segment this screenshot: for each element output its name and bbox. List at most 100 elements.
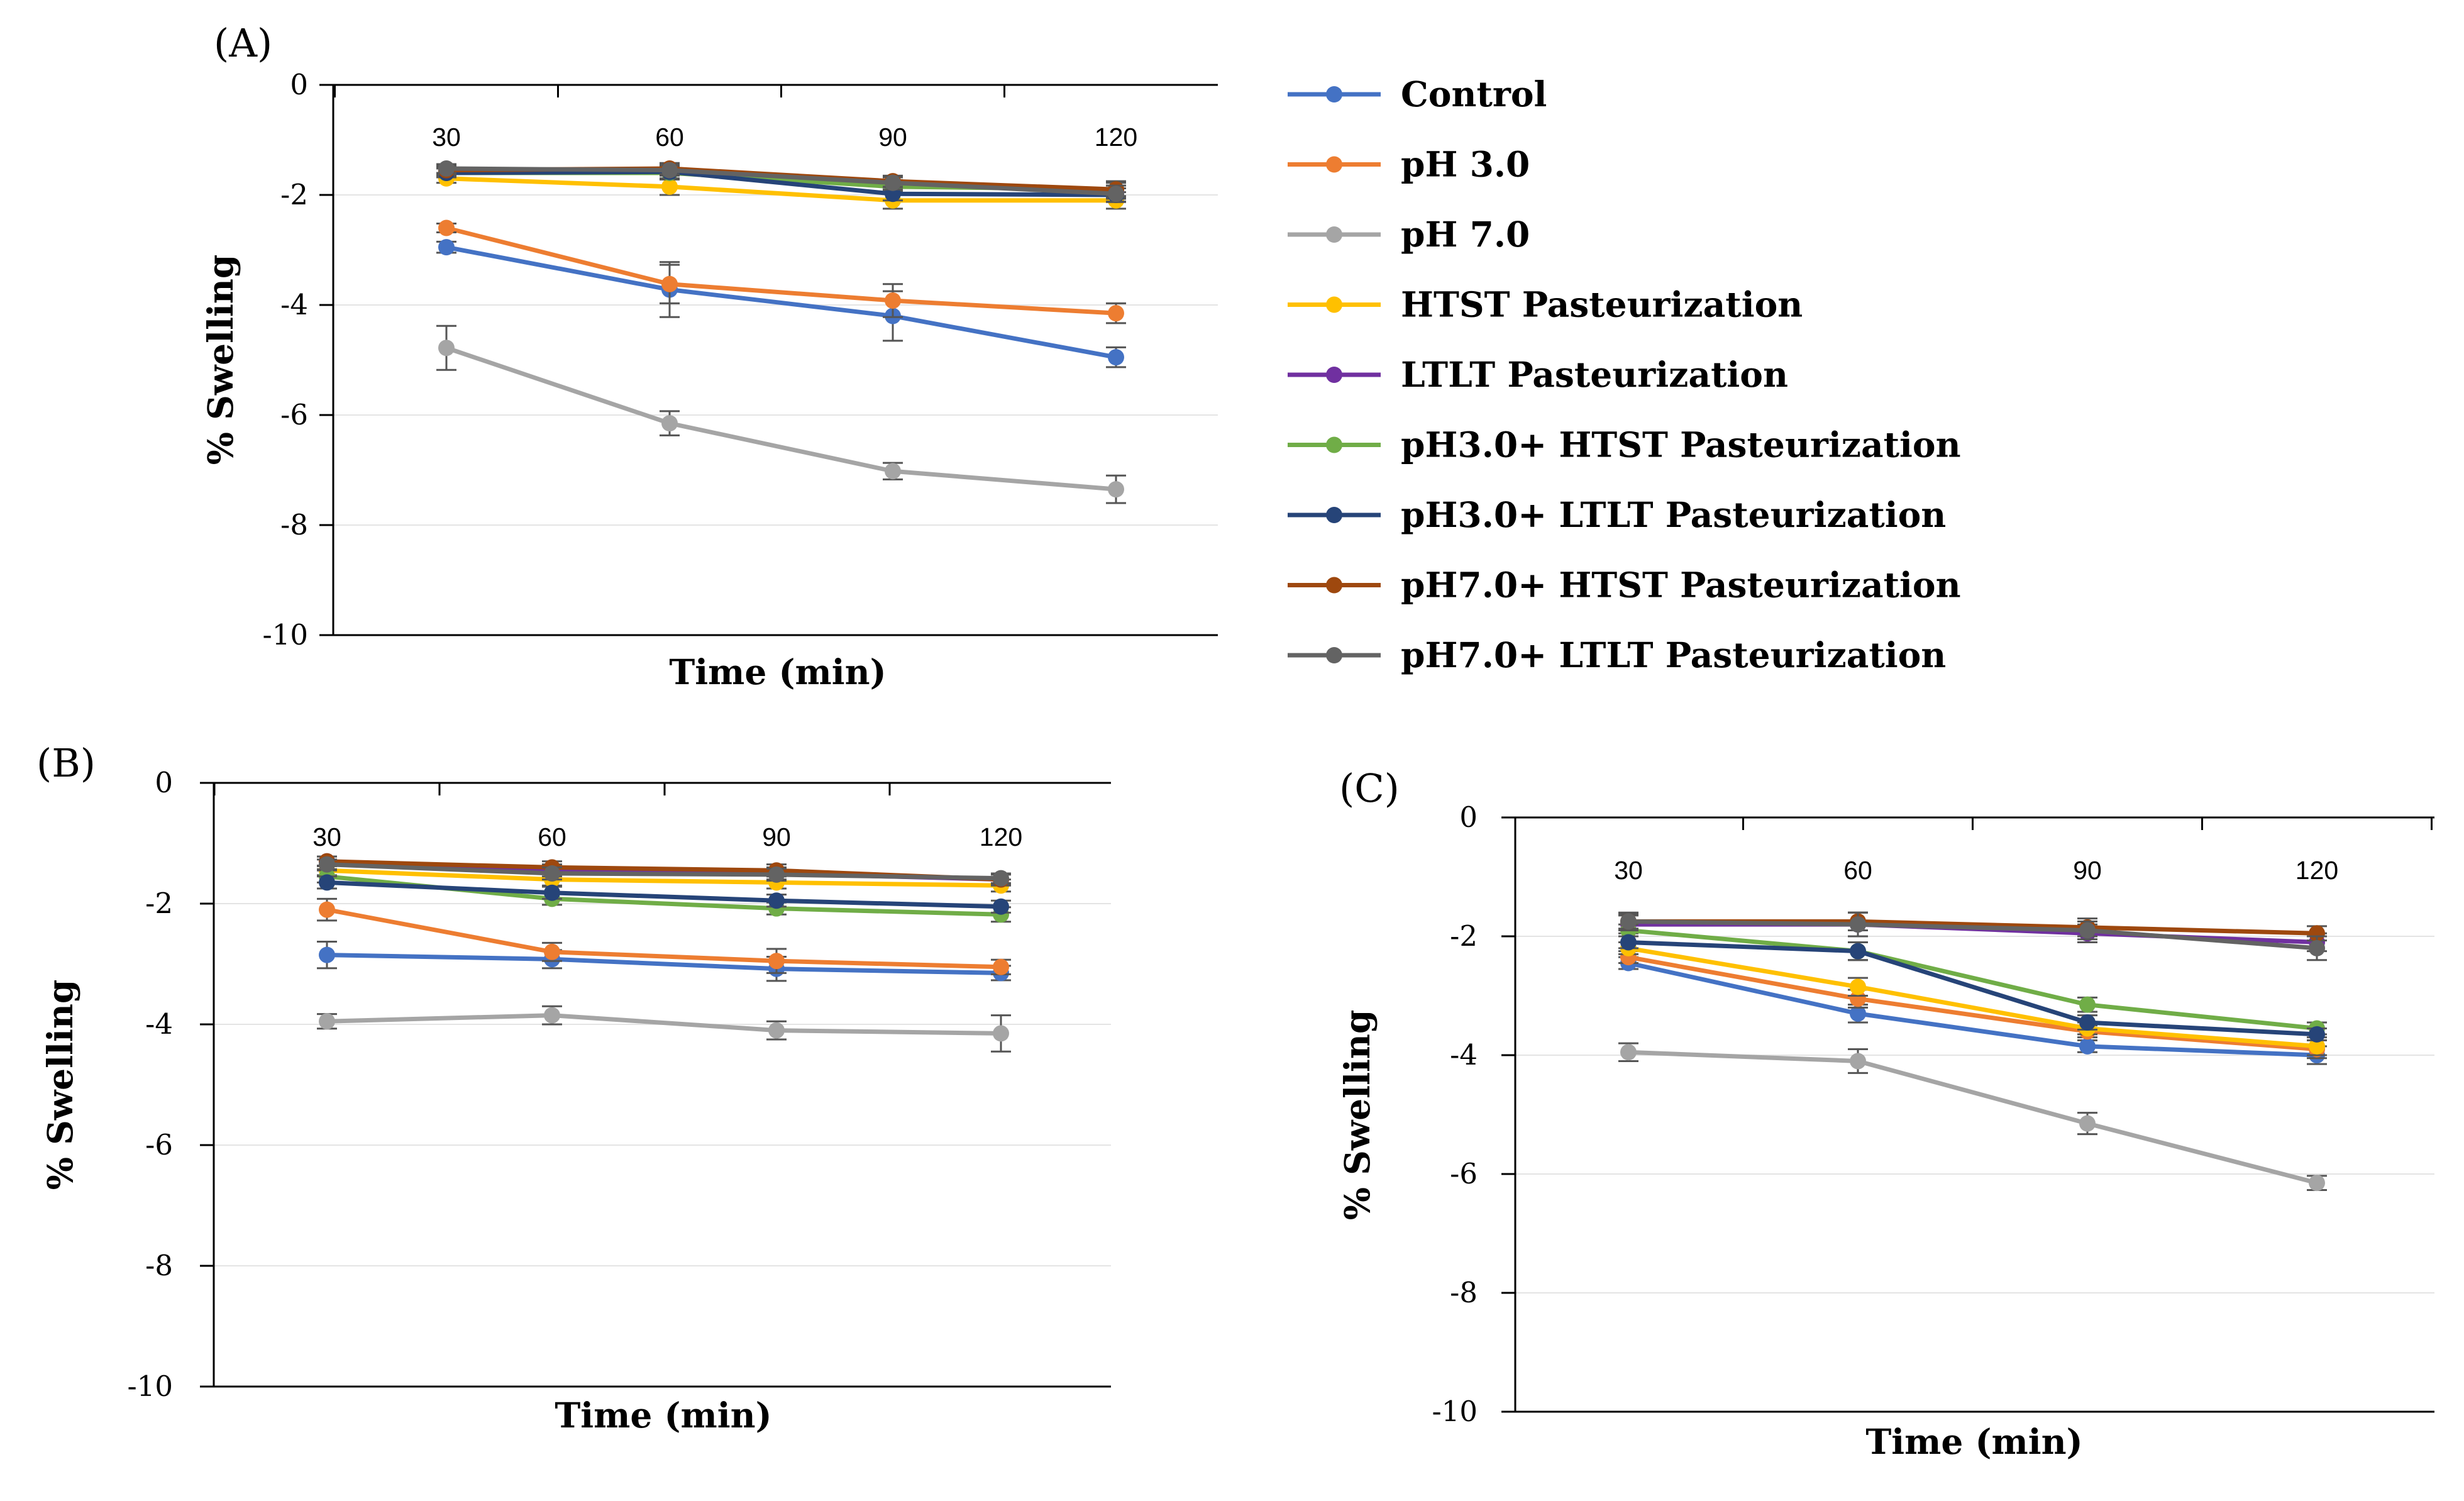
legend-label: pH3.0+ LTLT Pasteurization [1401,494,1946,535]
series-line [445,345,1117,492]
series-line [326,868,1002,888]
x-category-label: 30 [1614,856,1643,885]
data-point [768,892,785,909]
legend-item: pH3.0+ HTST Pasteurization [1288,424,1961,465]
legend-item: pH 3.0 [1288,144,1530,185]
legend-item: pH3.0+ LTLT Pasteurization [1288,494,1946,535]
y-tick-label: -10 [128,1370,173,1403]
legend: Control pH 3.0 pH 7.0 HTST Pasteurization LT… [1288,74,1961,675]
data-point [1108,305,1124,322]
panel-label: (C) [1339,765,1400,811]
data-point [768,866,785,883]
data-point [1850,1005,1866,1022]
data-point [2309,1038,2325,1055]
data-point [2079,996,2096,1013]
legend-marker [1326,367,1342,383]
series-ph-7-0 [317,1005,1011,1053]
series-line [446,226,1117,316]
series-line [1628,919,2318,951]
y-tick-label: -2 [145,887,173,920]
data-point [1850,943,1866,960]
data-point [1620,1044,1637,1061]
y-tick-label: -8 [1450,1276,1478,1309]
y-tick-label: -10 [263,618,308,651]
data-point [438,239,455,256]
data-point [438,160,455,177]
series-htst-pasteurization [1618,939,2327,1056]
series-ph7-0-ltlt-pasteurization [1618,911,2327,961]
legend-item: HTST Pasteurization [1288,284,1803,325]
data-point [993,1025,1009,1042]
series-line [326,862,1002,881]
series-line [1628,1050,2318,1185]
series-ph-3-0 [436,219,1126,324]
panel-2: 0 -2 -4 -6 -8 -10 30 60 90 120 (C) Time (min) % Swel… [1337,765,2434,1462]
y-axis-title: % Swelling [200,255,241,465]
y-tick-label: -6 [280,398,308,431]
data-point [1850,916,1866,933]
data-point [544,865,560,882]
series-line [446,176,1116,203]
series-ph3-0-ltlt-pasteurization [1618,934,2327,1043]
x-axis-title: Time (min) [1865,1421,2082,1462]
y-tick-label: -6 [1450,1157,1478,1190]
series-line [446,169,1117,197]
data-point [1850,978,1866,995]
x-category-label: 60 [1843,856,1872,885]
data-point [319,946,335,963]
y-axis-title: % Swelling [40,980,80,1190]
series-ph3-0-ltlt-pasteurization [317,874,1011,915]
data-point [1620,913,1637,930]
x-category-label: 60 [538,823,566,851]
panel-label: (A) [214,20,272,66]
data-point [2309,925,2325,942]
series-control [317,940,1011,982]
series-ph-7-0 [436,324,1126,504]
series-line [1628,961,2318,1058]
series-line [326,953,1002,975]
y-tick-label: -8 [280,508,308,541]
legend-label: HTST Pasteurization [1401,284,1803,325]
panel-label: (B) [36,740,96,786]
data-point [1108,349,1124,366]
data-point [319,874,335,891]
series-ph-7-0 [1618,1042,2327,1192]
series-ph7-0-ltlt-pasteurization [436,160,1126,203]
legend-marker [1326,226,1342,243]
data-point [768,953,785,970]
legend-marker [1326,156,1342,173]
data-point [319,856,335,873]
series-line [1628,946,2318,1049]
y-tick-label: 0 [1459,800,1478,834]
series-line [1628,928,2318,1031]
panel-1: 0 -2 -4 -6 -8 -10 30 60 90 120 (B) Time (min) % Swel… [36,740,1111,1436]
data-point [319,1013,335,1030]
x-category-label: 30 [312,823,341,851]
x-category-label: 120 [2295,856,2338,885]
data-point [885,292,901,309]
y-tick-label: -10 [1432,1395,1478,1428]
panel-0: 0 -2 -4 -6 -8 -10 30 60 90 120 (A) Time (min) % Swel… [200,20,1218,692]
data-point [2079,1115,2096,1132]
data-point [993,898,1009,915]
legend-label: pH 3.0 [1401,144,1530,185]
legend-item: pH7.0+ LTLT Pasteurization [1288,634,1946,675]
data-point [1108,481,1124,498]
y-tick-label: -8 [145,1249,173,1282]
y-tick-label: -2 [1450,919,1478,953]
data-point [661,178,678,195]
series-line [446,245,1117,360]
data-point [661,162,678,179]
data-point [1620,934,1637,951]
legend-marker [1326,436,1342,453]
data-point [544,884,560,901]
series-line [446,166,1117,196]
data-point [2309,939,2325,956]
x-axis-title: Time (min) [669,651,886,692]
y-tick-label: -4 [1450,1038,1478,1072]
x-axis-title: Time (min) [555,1395,771,1436]
y-tick-label: -6 [145,1128,173,1161]
data-point [2079,1038,2096,1055]
legend-marker [1326,577,1342,594]
